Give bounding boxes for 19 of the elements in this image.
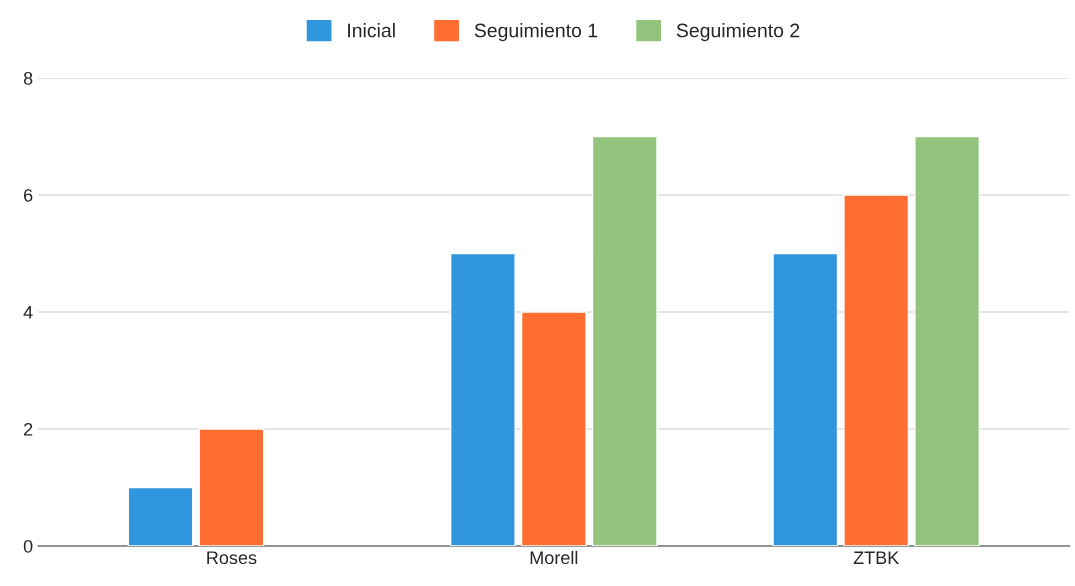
y-tick-label: 6 xyxy=(24,188,33,202)
legend-label: Inicial xyxy=(348,23,395,38)
x-tick-label: Roses xyxy=(207,551,257,565)
x-tick-label: Morell xyxy=(530,550,578,565)
bar xyxy=(127,486,194,546)
bar xyxy=(198,428,265,546)
x-tick-label: ZTBK xyxy=(853,551,900,564)
bar xyxy=(914,135,981,546)
bar xyxy=(591,135,658,546)
bar xyxy=(520,311,587,546)
y-tick-label: 0 xyxy=(23,539,33,553)
bar xyxy=(449,252,516,546)
bar xyxy=(843,194,910,546)
y-tick-label: 8 xyxy=(23,71,33,85)
legend-label: Seguimiento 2 xyxy=(676,23,800,42)
bar xyxy=(772,252,839,546)
legend-label: Seguimiento 1 xyxy=(474,23,598,42)
y-tick-label: 4 xyxy=(23,306,33,319)
y-tick-label: 2 xyxy=(24,422,33,436)
